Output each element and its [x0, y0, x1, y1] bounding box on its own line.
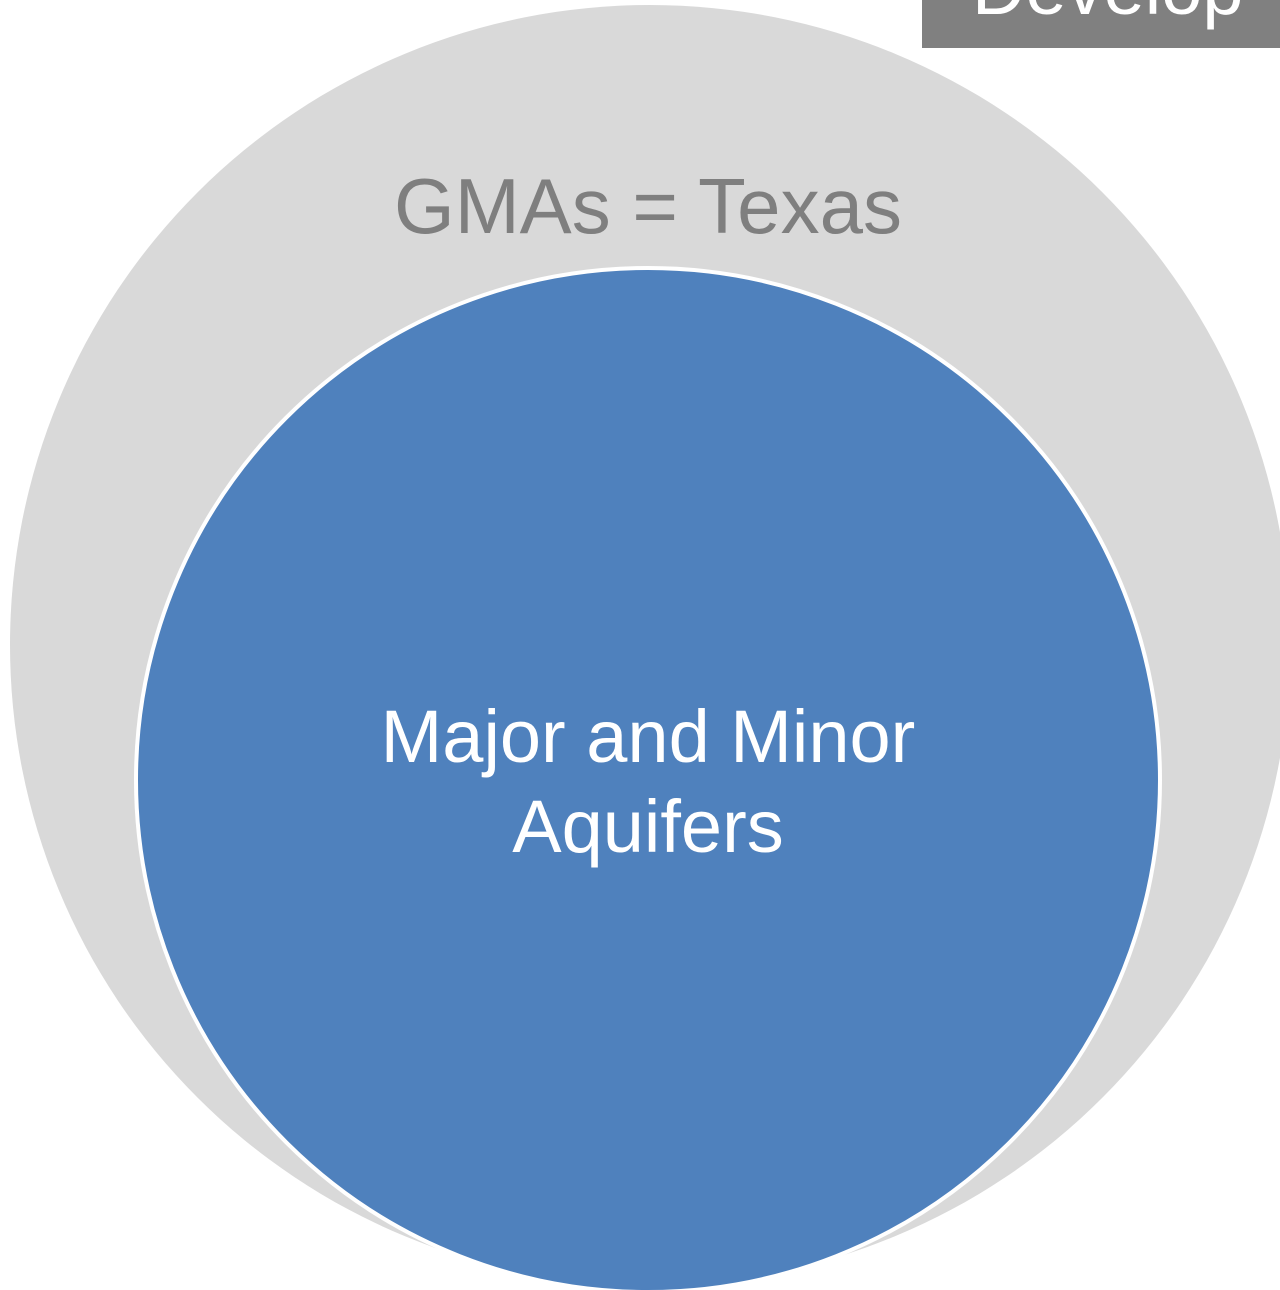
- inner-label-line: Major and Minor: [381, 695, 916, 778]
- inner-circle: [134, 266, 1162, 1290]
- header-box: [922, 0, 1280, 48]
- outer-label: GMAs = Texas: [394, 162, 902, 250]
- header-clip: Develop: [972, 0, 1244, 30]
- header-label: Develop: [972, 0, 1244, 30]
- inner-label-line: Aquifers: [512, 785, 783, 868]
